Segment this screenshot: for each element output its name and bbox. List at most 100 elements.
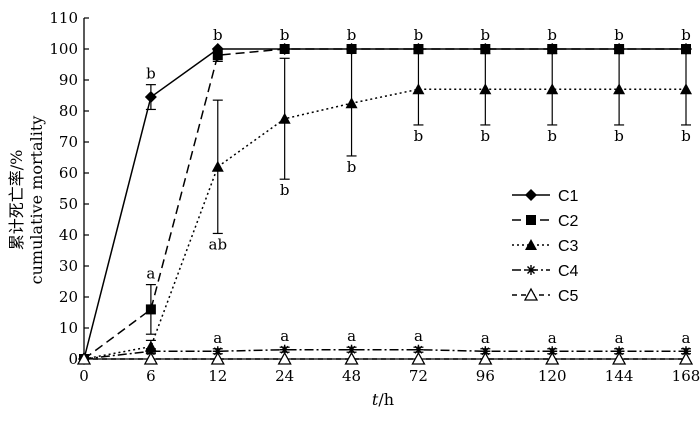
legend-label-c3: C3 (558, 238, 579, 255)
data-point-c5 (76, 351, 92, 365)
significance-label: b (414, 127, 424, 145)
y-tick-label: 30 (59, 257, 78, 275)
x-tick-label: 6 (146, 367, 156, 385)
x-tick-label: 168 (672, 367, 700, 385)
data-point-c2 (614, 44, 625, 54)
significance-label: b (414, 26, 424, 44)
significance-label: b (213, 26, 223, 44)
legend-item-c1: C1 (512, 188, 579, 205)
x-tick-label: 12 (208, 367, 227, 385)
x-tick-label: 120 (538, 367, 567, 385)
significance-label: a (347, 327, 356, 345)
significance-label: b (481, 26, 491, 44)
legend-item-c5: C5 (512, 287, 579, 305)
significance-label: b (481, 127, 491, 145)
data-point-c5 (545, 351, 560, 365)
significance-label: a (548, 329, 557, 347)
significance-label: b (614, 127, 624, 145)
x-tick-label: 24 (275, 367, 294, 385)
series-c3 (78, 49, 692, 364)
legend-item-c4: C4 (512, 263, 579, 280)
series-layer (76, 43, 694, 365)
significance-label: b (614, 26, 624, 44)
x-axis-label-variable: t (372, 390, 379, 409)
x-tick-label: 48 (342, 367, 361, 385)
x-tick-label: 144 (605, 367, 634, 385)
y-tick-label: 110 (49, 9, 78, 27)
legend-label-c1: C1 (558, 188, 579, 205)
legend: C1 C2 C3 C4 C5 (512, 188, 579, 305)
significance-label: b (681, 127, 691, 145)
significance-label: b (347, 26, 357, 44)
x-tick-label: 0 (79, 367, 89, 385)
significance-label: b (280, 181, 290, 199)
significance-label: b (347, 158, 357, 176)
data-point-c3 (613, 83, 626, 95)
series-c5 (76, 351, 694, 365)
axes: 0 10 20 30 40 50 60 70 80 90 100 110 0 6 12 24 48 72 96 120… (49, 9, 700, 385)
data-point-c5 (411, 351, 426, 365)
y-tick-label: 60 (59, 164, 78, 182)
x-tick-label: 96 (476, 367, 495, 385)
legend-marker-c3 (525, 239, 537, 250)
significance-label: a (213, 329, 222, 347)
series-line-c3 (83, 88, 686, 360)
legend-marker-c1 (525, 189, 537, 201)
y-tick-label: 40 (59, 226, 78, 244)
significance-label: b (146, 65, 156, 83)
data-point-c5 (143, 351, 158, 365)
y-tick-label: 70 (59, 133, 78, 151)
significance-labels: b b b b b b b b b a ab b b b b b b b a a a a a a a a (146, 26, 691, 347)
data-point-c3 (546, 83, 559, 95)
data-point-c2 (145, 304, 156, 315)
series-line-c4 (83, 348, 686, 360)
data-point-c2 (413, 44, 424, 54)
data-point-c5 (612, 351, 627, 365)
y-tick-label: 80 (59, 102, 78, 120)
data-point-c5 (478, 351, 493, 365)
data-point-c2 (212, 50, 223, 61)
data-point-c3 (680, 83, 692, 95)
series-line-c2 (83, 48, 686, 360)
significance-label: a (414, 327, 423, 345)
significance-label: a (146, 265, 155, 283)
significance-label: a (481, 329, 490, 347)
series-line-c1 (83, 48, 686, 360)
legend-label-c5: C5 (558, 288, 579, 305)
legend-item-c2: C2 (512, 213, 579, 230)
data-point-c3 (412, 83, 425, 95)
legend-marker-c2 (526, 215, 536, 225)
y-tick-label: 20 (59, 288, 78, 306)
legend-label-c4: C4 (558, 263, 579, 280)
data-point-c5 (277, 351, 292, 365)
data-point-c5 (210, 351, 225, 365)
data-point-c5 (678, 351, 694, 365)
legend-label-c2: C2 (558, 213, 579, 230)
y-tick-label: 50 (59, 195, 78, 213)
y-axis-label-en: cumulative mortality (27, 116, 46, 285)
series-c2 (79, 44, 691, 364)
y-tick-label: 0 (68, 350, 78, 368)
data-point-c4 (681, 346, 691, 357)
y-axis-label-cn: 累计死亡率/% (7, 150, 26, 251)
legend-marker-c5 (523, 287, 539, 301)
data-point-c2 (480, 44, 491, 54)
data-point-c5 (344, 351, 359, 365)
x-axis-label-unit: /h (378, 390, 394, 409)
y-tick-label: 10 (59, 319, 78, 337)
significance-label: a (280, 327, 289, 345)
significance-label: a (682, 329, 691, 347)
series-c4 (79, 344, 691, 364)
data-point-c2 (547, 44, 558, 54)
series-c1 (78, 43, 692, 365)
significance-label: b (547, 26, 557, 44)
data-point-c4 (346, 344, 357, 355)
significance-label: a (615, 329, 624, 347)
significance-label: ab (209, 235, 228, 253)
data-point-c3 (345, 97, 358, 109)
legend-item-c3: C3 (512, 238, 579, 255)
x-axis-label: t/h (372, 390, 394, 409)
legend-marker-c4 (526, 265, 536, 275)
data-point-c3 (479, 83, 492, 95)
